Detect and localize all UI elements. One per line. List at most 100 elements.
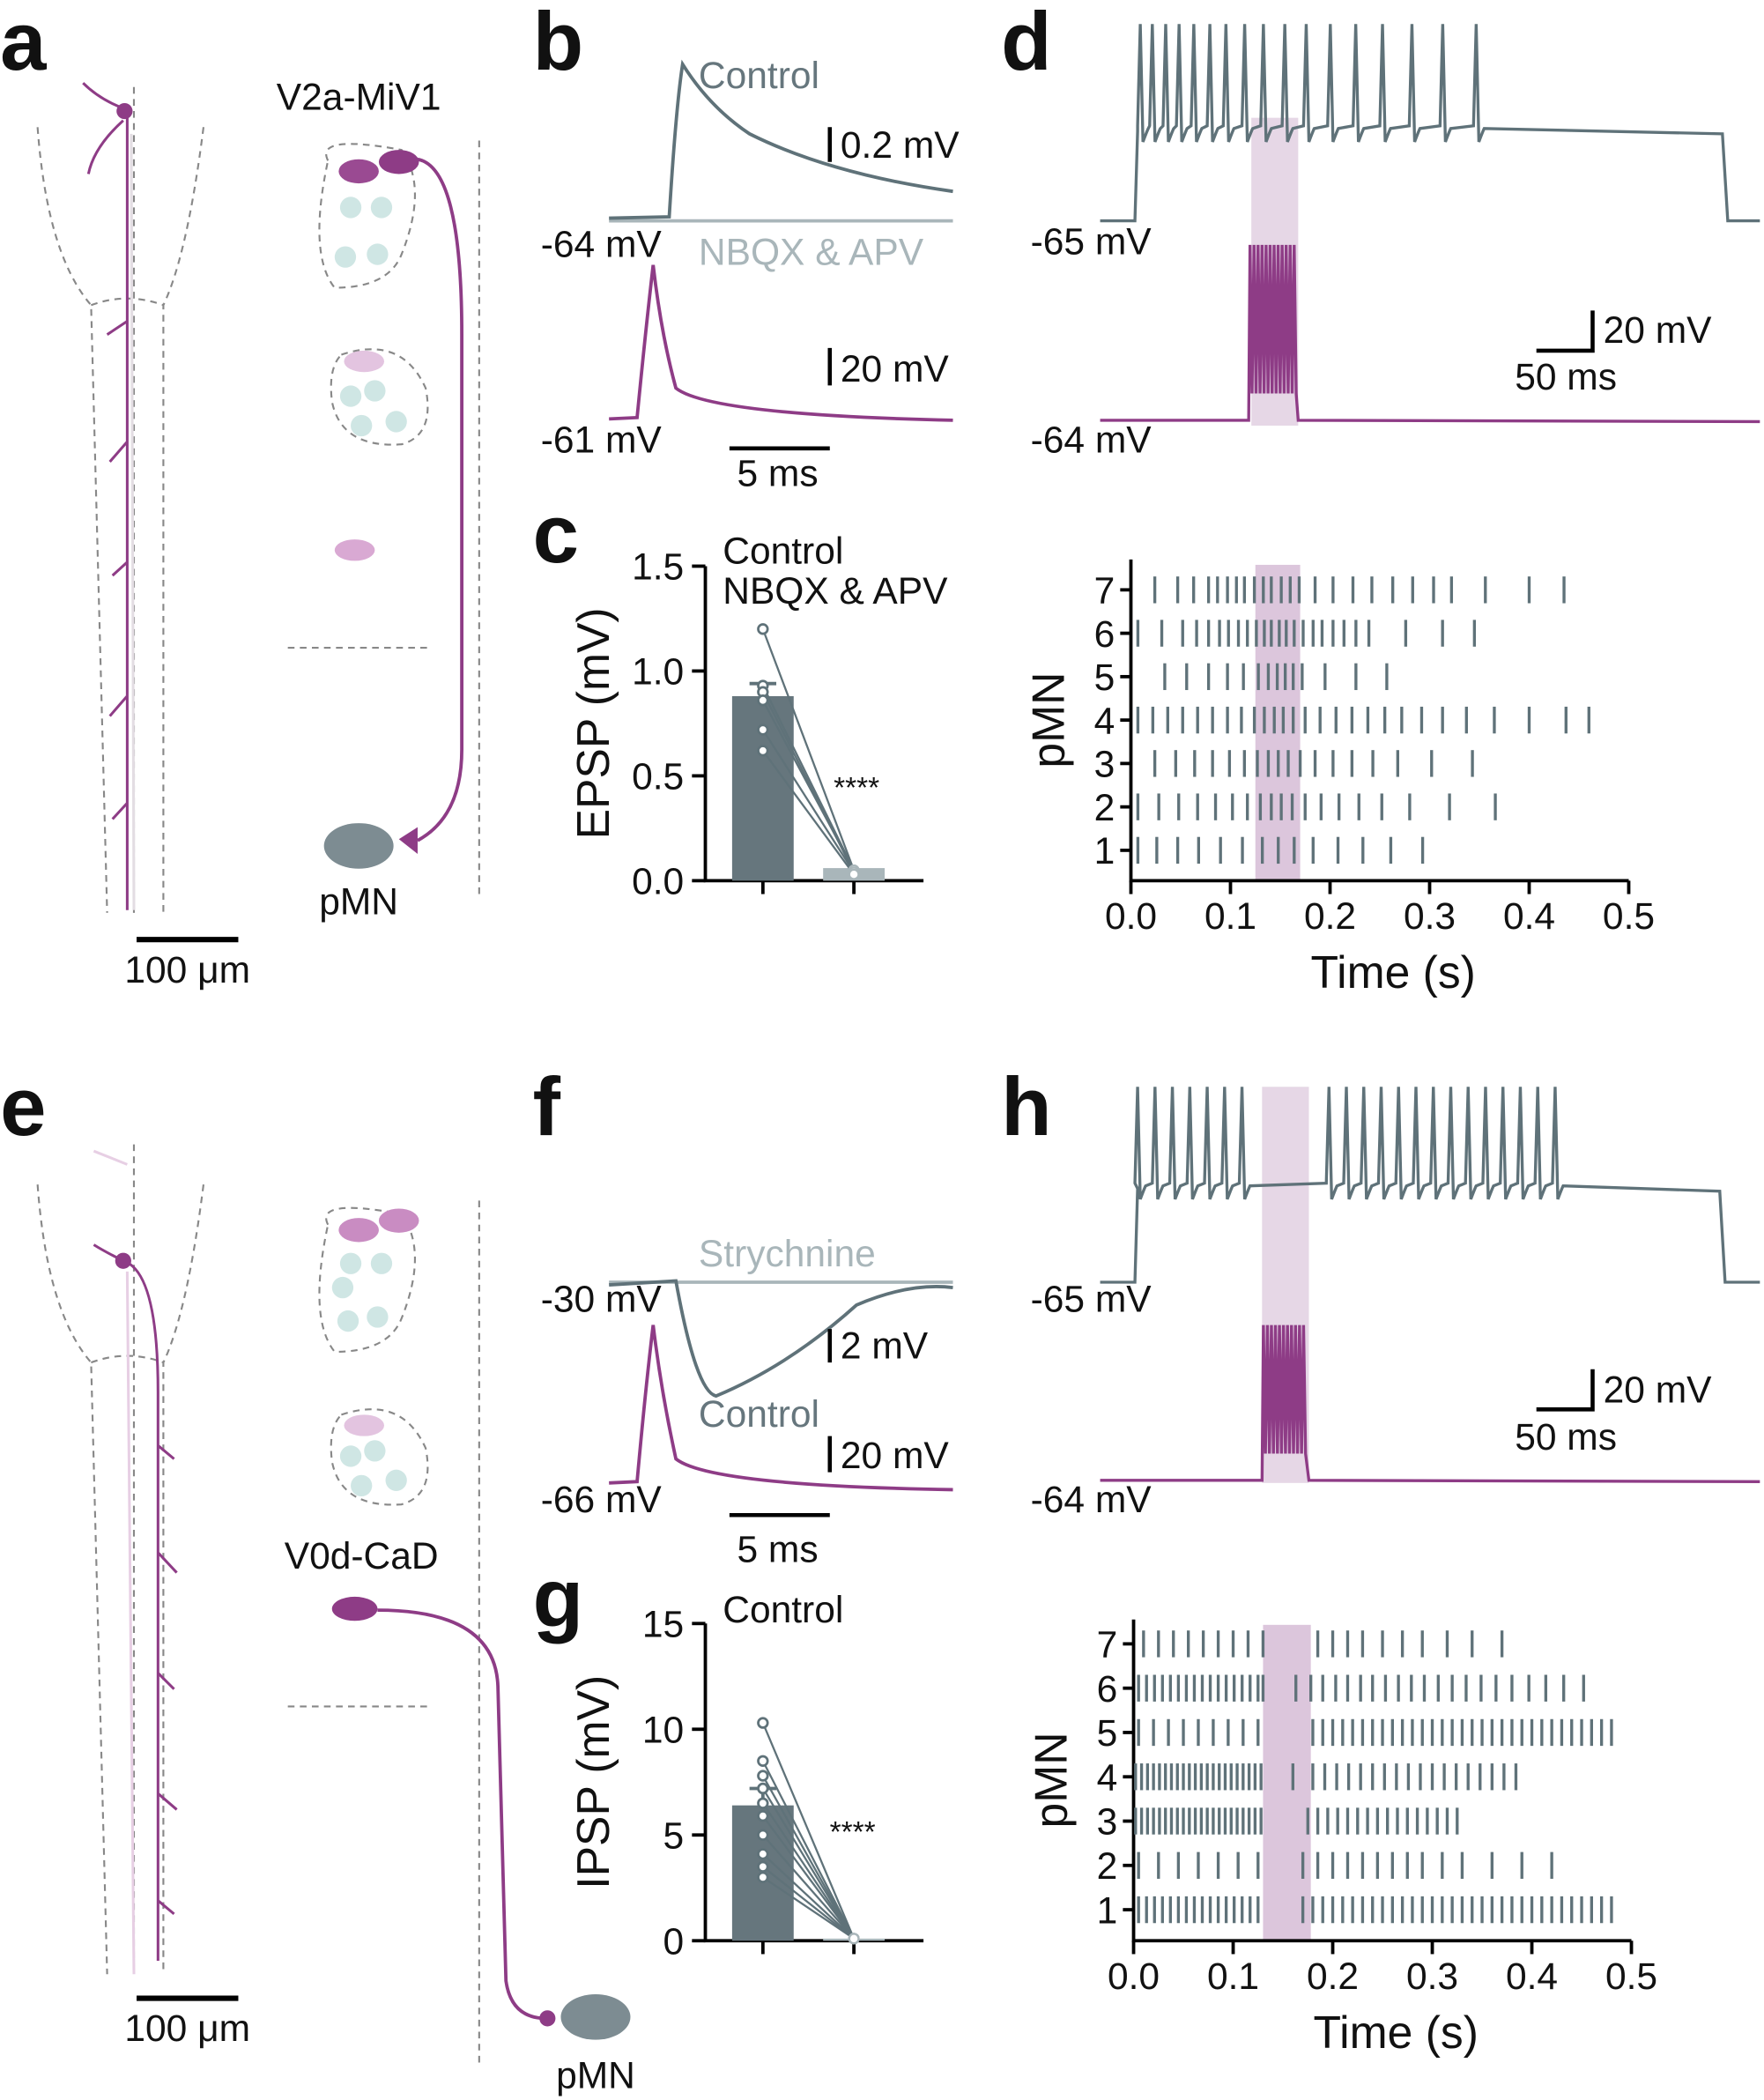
- trace-presynaptic: [1100, 1325, 1760, 1483]
- panel-label: a: [0, 0, 47, 87]
- legend-label: Control: [723, 531, 843, 572]
- trace-presynaptic: [609, 264, 953, 422]
- pair-line: [761, 1834, 855, 1940]
- y-tick-label: 7: [1097, 1625, 1118, 1666]
- pair-line: [762, 1876, 855, 1940]
- y-tick-label: 3: [1094, 745, 1115, 786]
- point: [757, 745, 769, 757]
- y-axis-label: pMN: [1026, 1733, 1077, 1829]
- traces-b: [609, 59, 953, 451]
- pair-line: [761, 700, 856, 872]
- pool-outline: [318, 1206, 429, 1506]
- scale-label: 20 mV: [1604, 1370, 1713, 1412]
- point: [757, 1871, 769, 1883]
- target-label: pMN: [319, 881, 398, 923]
- y-tick-label: 6: [1097, 1669, 1118, 1710]
- x-tick-label: 0.0: [1105, 896, 1157, 938]
- scale-label: 2 mV: [841, 1326, 929, 1368]
- point: [757, 694, 769, 707]
- point: [757, 623, 769, 635]
- cord-outline: [36, 86, 205, 913]
- pair-line: [761, 1787, 856, 1940]
- trace-motor-neuron: [1100, 24, 1760, 223]
- cell: [344, 350, 385, 373]
- potential-label: -30 mV: [541, 1279, 663, 1320]
- x-tick-label: 0.1: [1207, 1956, 1259, 1998]
- pair-line: [761, 1775, 856, 1940]
- x-tick-label: 0.4: [1506, 1956, 1558, 1998]
- x-tick-label: 0.4: [1503, 896, 1555, 938]
- y-tick-label: 1.0: [632, 652, 684, 694]
- scale-label: 5 ms: [737, 453, 818, 494]
- x-axis-label: Time (s): [1311, 946, 1476, 998]
- cell: [378, 1208, 419, 1233]
- point: [757, 1755, 769, 1767]
- y-tick-label: 1: [1094, 831, 1115, 872]
- scale-label: 20 mV: [841, 1436, 950, 1477]
- axon: [417, 157, 463, 842]
- legend-label: NBQX & APV: [723, 571, 948, 612]
- y-tick-label: 4: [1094, 701, 1115, 742]
- point: [757, 723, 769, 736]
- panel-label: d: [1001, 0, 1052, 87]
- scale-label: 5 ms: [737, 1529, 818, 1570]
- cell-label: V0d-CaD: [285, 1536, 439, 1577]
- potential-label: -64 mV: [1031, 419, 1153, 461]
- cells: [331, 1252, 407, 1497]
- potential-label: -65 mV: [1031, 222, 1153, 263]
- potential-label: -65 mV: [1031, 1279, 1153, 1320]
- y-tick-label: 3: [1097, 1802, 1118, 1844]
- panel-label: h: [1001, 1060, 1052, 1153]
- y-tick-label: 5: [1097, 1713, 1118, 1755]
- cell: [344, 1414, 385, 1436]
- cell: [378, 150, 419, 174]
- potential-label: -66 mV: [541, 1480, 663, 1521]
- y-axis-label: EPSP (mV): [567, 607, 619, 839]
- y-tick-label: 0.0: [632, 862, 684, 903]
- cell: [334, 539, 375, 561]
- scale-label: 100 μm: [124, 950, 250, 991]
- x-axis-label: Time (s): [1314, 2007, 1479, 2058]
- annotation: ****: [834, 772, 879, 805]
- y-tick-label: 2: [1097, 1846, 1118, 1888]
- y-tick-label: 6: [1094, 614, 1115, 656]
- trace-presynaptic: [609, 1325, 953, 1492]
- scale-label: 20 mV: [841, 349, 950, 390]
- pair-line: [761, 729, 856, 873]
- target-label: pMN: [556, 2055, 635, 2096]
- legend-label: Control: [699, 1394, 819, 1436]
- scale-bars: [729, 1329, 833, 1517]
- neuron-faint: [130, 133, 136, 910]
- panel-label: c: [533, 487, 579, 580]
- legend-label: Control: [723, 1590, 843, 1631]
- panel-label: g: [533, 1551, 584, 1644]
- scale-label: 0.2 mV: [841, 125, 960, 167]
- y-tick-label: 7: [1094, 571, 1115, 612]
- panel-label: b: [533, 0, 584, 87]
- point: [757, 1782, 769, 1795]
- highlight: [1263, 1624, 1311, 1941]
- y-tick-label: 0: [663, 1921, 685, 1963]
- x-tick-label: 0.3: [1406, 1956, 1458, 1998]
- x-tick-label: 0.5: [1605, 1956, 1657, 1998]
- scale-bars: [1536, 310, 1595, 1412]
- trace-control: [609, 1279, 953, 1399]
- x-tick-label: 0.2: [1304, 896, 1356, 938]
- cord-outline: [36, 1144, 205, 1975]
- legend-label: NBQX & APV: [699, 233, 924, 274]
- potential-label: -61 mV: [541, 419, 663, 461]
- scale-label: 20 mV: [1604, 310, 1713, 352]
- y-tick-label: 4: [1097, 1757, 1118, 1799]
- motor-neuron: [560, 1994, 631, 2040]
- annotation: ****: [830, 1816, 876, 1849]
- point: [848, 868, 860, 880]
- trace-presynaptic: [1100, 244, 1760, 424]
- cell: [338, 159, 379, 184]
- scale-label: 100 μm: [124, 2008, 250, 2050]
- y-tick-label: 0.5: [632, 757, 684, 798]
- x-tick-label: 0.3: [1404, 896, 1456, 938]
- soma: [116, 102, 133, 120]
- trace-control: [609, 59, 953, 220]
- y-tick-label: 5: [1094, 657, 1115, 699]
